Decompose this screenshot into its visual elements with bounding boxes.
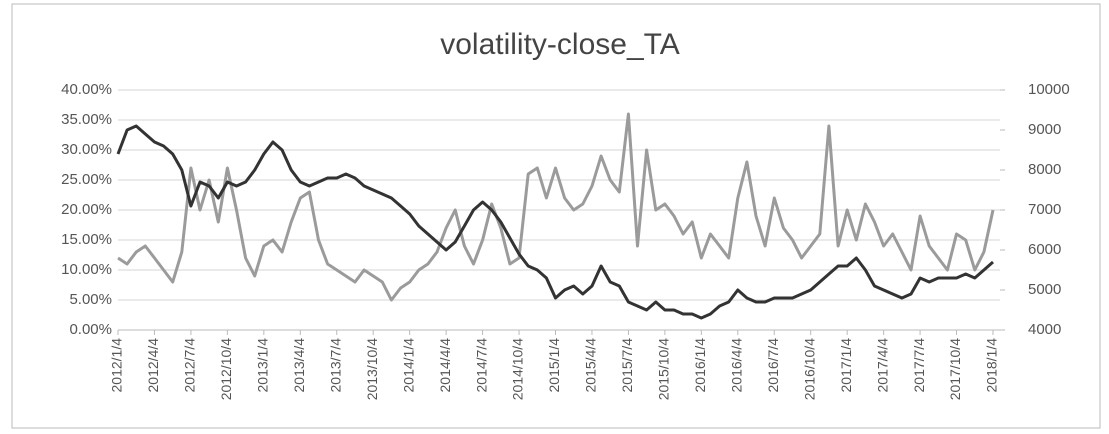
y2-tick-label: 10000	[1028, 81, 1070, 98]
y2-tick-label: 4000	[1028, 321, 1061, 338]
x-tick-label: 2012/10/4	[218, 338, 234, 400]
y-tick-label: 15.00%	[61, 231, 112, 248]
x-tick-label: 2012/7/4	[182, 338, 198, 393]
y-tick-label: 10.00%	[61, 261, 112, 278]
x-tick-label: 2012/1/4	[109, 338, 125, 393]
x-tick-label: 2017/1/4	[838, 338, 854, 393]
y-tick-label: 5.00%	[69, 291, 112, 308]
y-tick-label: 30.00%	[61, 141, 112, 158]
x-tick-label: 2015/4/4	[583, 338, 599, 393]
series-line	[116, 124, 994, 320]
y2-tick-label: 8000	[1028, 161, 1061, 178]
y2-tick-label: 5000	[1028, 281, 1061, 298]
x-tick-label: 2016/4/4	[728, 338, 744, 393]
x-tick-label: 2017/7/4	[911, 338, 927, 393]
x-tick-label: 2014/4/4	[437, 338, 453, 393]
x-tick-label: 2014/7/4	[473, 338, 489, 393]
x-tick-label: 2013/1/4	[255, 338, 271, 393]
y2-tick-label: 9000	[1028, 121, 1061, 138]
y-tick-label: 0.00%	[69, 321, 112, 338]
x-tick-label: 2014/10/4	[510, 338, 526, 400]
y-tick-label: 35.00%	[61, 111, 112, 128]
y2-tick-label: 6000	[1028, 241, 1061, 258]
y2-tick-label: 7000	[1028, 201, 1061, 218]
x-tick-label: 2015/7/4	[619, 338, 635, 393]
x-tick-label: 2015/10/4	[656, 338, 672, 400]
x-tick-label: 2012/4/4	[145, 338, 161, 393]
x-tick-label: 2016/7/4	[765, 338, 781, 393]
x-tick-label: 2013/4/4	[291, 338, 307, 393]
x-tick-label: 2018/1/4	[984, 338, 1000, 393]
x-tick-label: 2013/7/4	[327, 338, 343, 393]
chart-title: volatility-close_TA	[440, 28, 680, 61]
y-tick-label: 20.00%	[61, 201, 112, 218]
y-tick-label: 40.00%	[61, 81, 112, 98]
y-tick-label: 25.00%	[61, 171, 112, 188]
x-tick-label: 2013/10/4	[364, 338, 380, 400]
series-line	[117, 112, 995, 302]
x-tick-label: 2014/1/4	[400, 338, 416, 393]
x-tick-label: 2017/10/4	[947, 338, 963, 400]
x-tick-label: 2015/1/4	[546, 338, 562, 393]
x-tick-label: 2017/4/4	[874, 338, 890, 393]
x-tick-label: 2016/10/4	[801, 338, 817, 400]
x-tick-label: 2016/1/4	[692, 338, 708, 393]
